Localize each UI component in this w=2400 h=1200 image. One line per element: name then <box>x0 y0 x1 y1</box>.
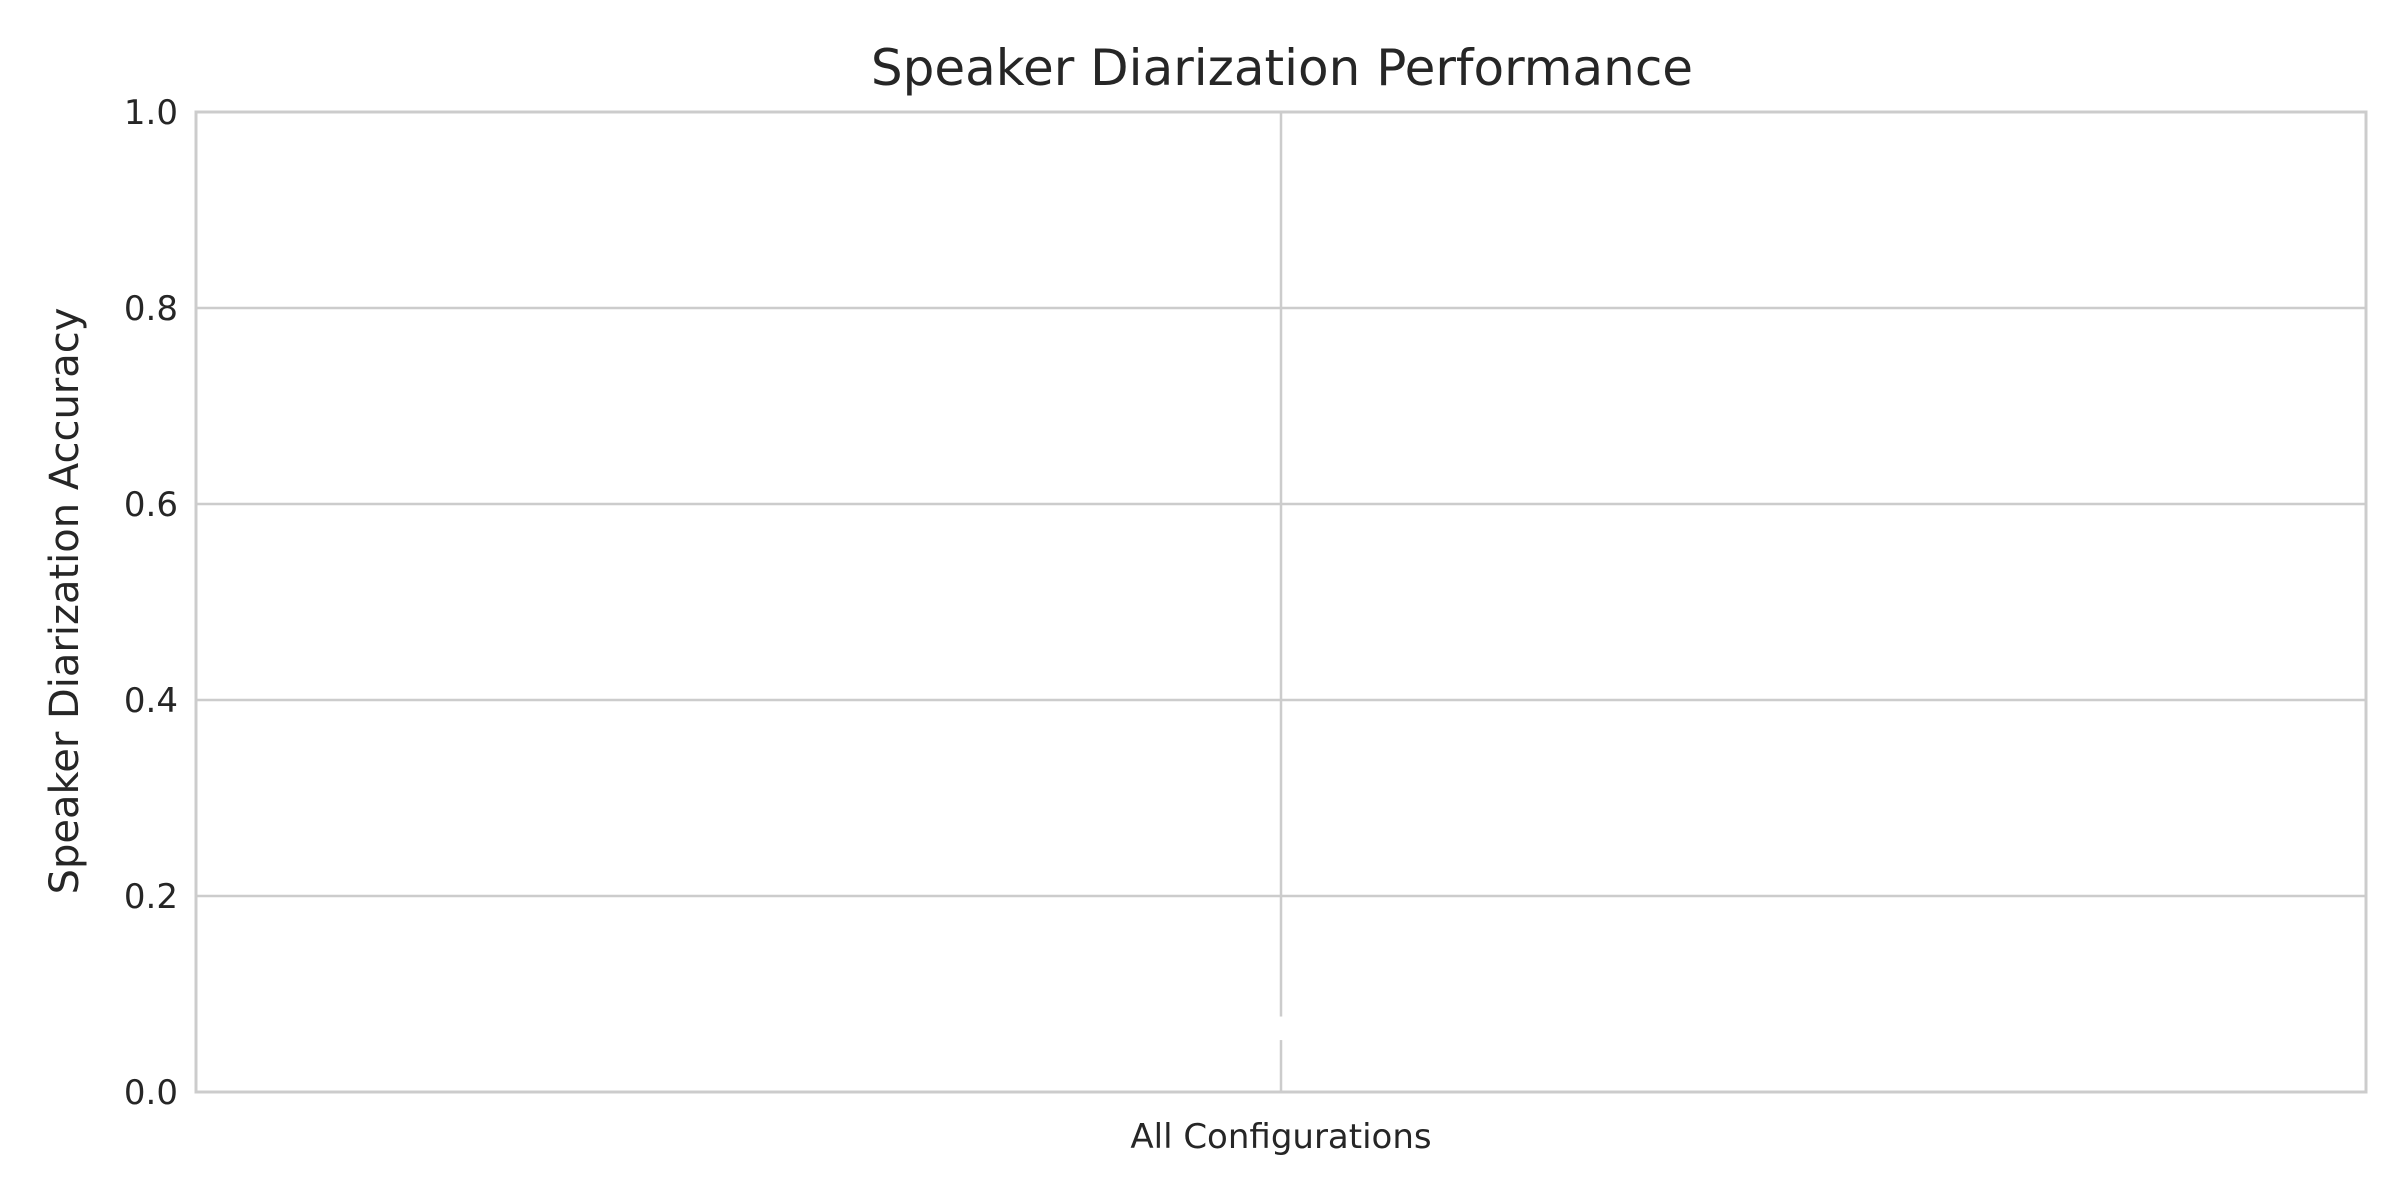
error-bar-gap <box>1275 1016 1287 1041</box>
y-tick-label: 0.2 <box>124 877 178 917</box>
y-tick-label: 0.6 <box>124 485 178 525</box>
y-tick-label: 0.8 <box>124 289 178 329</box>
y-tick-label: 1.0 <box>124 93 178 133</box>
y-tick-label: 0.4 <box>124 681 178 721</box>
y-axis-label: Speaker Diarization Accuracy <box>42 308 88 895</box>
y-tick-label: 0.0 <box>124 1073 178 1113</box>
plot-frame <box>194 110 2368 1094</box>
chart-title: Speaker Diarization Performance <box>871 39 1693 97</box>
plot-area: 0.0 0.2 0.4 0.6 0.8 1.0 All Configurations <box>124 93 2368 1157</box>
x-tick-label: All Configurations <box>1130 1117 1431 1157</box>
